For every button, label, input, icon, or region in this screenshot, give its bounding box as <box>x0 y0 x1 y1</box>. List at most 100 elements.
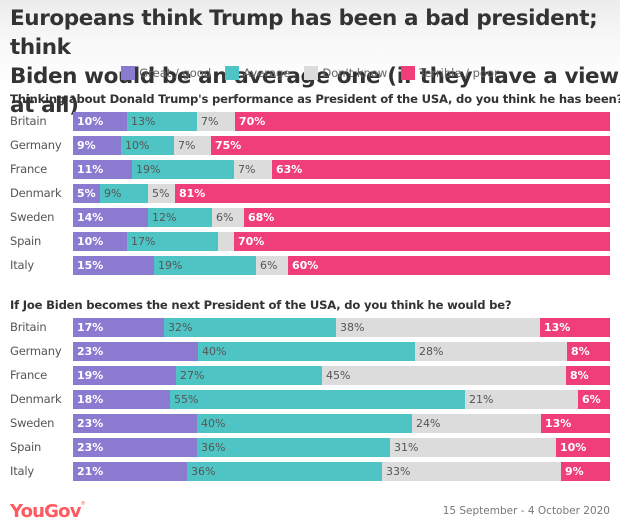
bar-segment-great-good: 23% <box>73 342 198 361</box>
legend-item-dont-know: Don't know <box>304 66 387 80</box>
bar-row-germany: Germany 23% 40% 28% 8% <box>0 342 620 361</box>
stacked-bar: 9% 10% 7% 75% <box>73 136 610 155</box>
legend-swatch-terrible-poor <box>401 66 416 80</box>
legend-swatch-great-good <box>121 66 136 80</box>
category-label: Italy <box>10 258 34 272</box>
bar-row-sweden: Sweden 14% 12% 6% 68% <box>0 208 620 227</box>
bar-segment-terrible-poor: 6% <box>578 390 610 409</box>
bar-segment-average: 36% <box>197 438 390 457</box>
bar-segment-average: 36% <box>187 462 382 481</box>
legend-label: Average <box>243 66 291 80</box>
bar-segment-terrible-poor: 9% <box>561 462 610 481</box>
bar-segment-average: 40% <box>197 414 412 433</box>
bar-segment-don-t-know <box>218 232 234 251</box>
bar-segment-terrible-poor: 60% <box>288 256 610 275</box>
bar-row-britain: Britain 17% 32% 38% 13% <box>0 318 620 337</box>
bar-segment-great-good: 10% <box>73 232 127 251</box>
legend-label: Don't know <box>322 66 388 80</box>
bar-segment-great-good: 15% <box>73 256 154 275</box>
stacked-bar: 23% 40% 24% 13% <box>73 414 610 433</box>
stacked-bar: 23% 36% 31% 10% <box>73 438 610 457</box>
bar-segment-average: 55% <box>170 390 465 409</box>
stacked-bar: 18% 55% 21% 6% <box>73 390 610 409</box>
legend-item-terrible-poor: Terrible / poor <box>401 66 499 80</box>
bar-segment-terrible-poor: 75% <box>211 136 610 155</box>
bar-segment-average: 17% <box>127 232 218 251</box>
bar-segment-great-good: 23% <box>73 438 197 457</box>
bar-segment-great-good: 10% <box>73 112 127 131</box>
category-label: Italy <box>10 464 34 478</box>
legend-item-great-good: Great / good <box>121 66 211 80</box>
bar-segment-don-t-know: 31% <box>390 438 556 457</box>
legend: Great / good Average Don't know Terrible… <box>0 64 620 82</box>
stacked-bar: 10% 17% 70% <box>73 232 610 251</box>
legend-item-average: Average <box>225 66 290 80</box>
bar-segment-don-t-know: 5% <box>148 184 175 203</box>
bar-segment-terrible-poor: 8% <box>566 366 610 385</box>
bar-segment-great-good: 17% <box>73 318 164 337</box>
bar-row-denmark: Denmark 5% 9% 5% 81% <box>0 184 620 203</box>
bar-segment-don-t-know: 7% <box>234 160 272 179</box>
stacked-bar: 15% 19% 6% 60% <box>73 256 610 275</box>
category-label: France <box>10 368 48 382</box>
bar-segment-terrible-poor: 68% <box>244 208 610 227</box>
bar-segment-terrible-poor: 63% <box>272 160 610 179</box>
bar-segment-average: 40% <box>198 342 415 361</box>
category-label: Germany <box>10 138 62 152</box>
bar-row-france: France 19% 27% 45% 8% <box>0 366 620 385</box>
bar-segment-average: 9% <box>100 184 148 203</box>
bar-segment-average: 32% <box>164 318 336 337</box>
bar-segment-don-t-know: 24% <box>412 414 541 433</box>
category-label: France <box>10 162 48 176</box>
bar-row-spain: Spain 23% 36% 31% 10% <box>0 438 620 457</box>
category-label: Spain <box>10 440 42 454</box>
bar-segment-average: 19% <box>132 160 234 179</box>
stacked-bar: 17% 32% 38% 13% <box>73 318 610 337</box>
bar-segment-don-t-know: 33% <box>382 462 561 481</box>
stacked-bar: 10% 13% 7% 70% <box>73 112 610 131</box>
trump-question: Thinking about Donald Trump's performanc… <box>10 92 620 106</box>
bar-row-sweden: Sweden 23% 40% 24% 13% <box>0 414 620 433</box>
category-label: Spain <box>10 234 42 248</box>
category-label: Sweden <box>10 210 55 224</box>
legend-swatch-dont-know <box>304 66 319 80</box>
legend-swatch-average <box>225 66 240 80</box>
category-label: Britain <box>10 114 47 128</box>
bar-segment-average: 13% <box>127 112 197 131</box>
bar-segment-don-t-know: 7% <box>197 112 235 131</box>
bar-segment-don-t-know: 38% <box>336 318 540 337</box>
legend-label: Terrible / poor <box>419 66 499 80</box>
bar-segment-average: 12% <box>148 208 212 227</box>
category-label: Germany <box>10 344 62 358</box>
bar-segment-don-t-know: 6% <box>212 208 244 227</box>
bar-segment-great-good: 21% <box>73 462 187 481</box>
bar-row-italy: Italy 21% 36% 33% 9% <box>0 462 620 481</box>
bar-segment-terrible-poor: 70% <box>234 232 610 251</box>
bar-segment-great-good: 14% <box>73 208 148 227</box>
stacked-bar: 14% 12% 6% 68% <box>73 208 610 227</box>
bar-segment-great-good: 23% <box>73 414 197 433</box>
bar-row-italy: Italy 15% 19% 6% 60% <box>0 256 620 275</box>
bar-segment-terrible-poor: 13% <box>540 318 610 337</box>
bar-segment-average: 10% <box>121 136 174 155</box>
bar-row-britain: Britain 10% 13% 7% 70% <box>0 112 620 131</box>
bar-segment-great-good: 9% <box>73 136 121 155</box>
category-label: Denmark <box>10 186 62 200</box>
bar-segment-great-good: 11% <box>73 160 132 179</box>
bar-row-germany: Germany 9% 10% 7% 75% <box>0 136 620 155</box>
yougov-logo: YouGov® <box>10 501 86 522</box>
bar-row-denmark: Denmark 18% 55% 21% 6% <box>0 390 620 409</box>
legend-label: Great / good <box>139 66 212 80</box>
stacked-bar: 21% 36% 33% 9% <box>73 462 610 481</box>
bar-segment-great-good: 19% <box>73 366 176 385</box>
bar-segment-don-t-know: 45% <box>322 366 566 385</box>
category-label: Denmark <box>10 392 62 406</box>
chart-title-line-1: Europeans think Trump has been a bad pre… <box>10 6 598 60</box>
bar-segment-great-good: 5% <box>73 184 100 203</box>
bar-row-spain: Spain 10% 17% 70% <box>0 232 620 251</box>
bar-segment-don-t-know: 7% <box>174 136 211 155</box>
bar-segment-average: 19% <box>154 256 256 275</box>
brand-name: YouGov <box>10 501 81 522</box>
bar-segment-don-t-know: 28% <box>415 342 567 361</box>
biden-question: If Joe Biden becomes the next President … <box>10 298 512 312</box>
